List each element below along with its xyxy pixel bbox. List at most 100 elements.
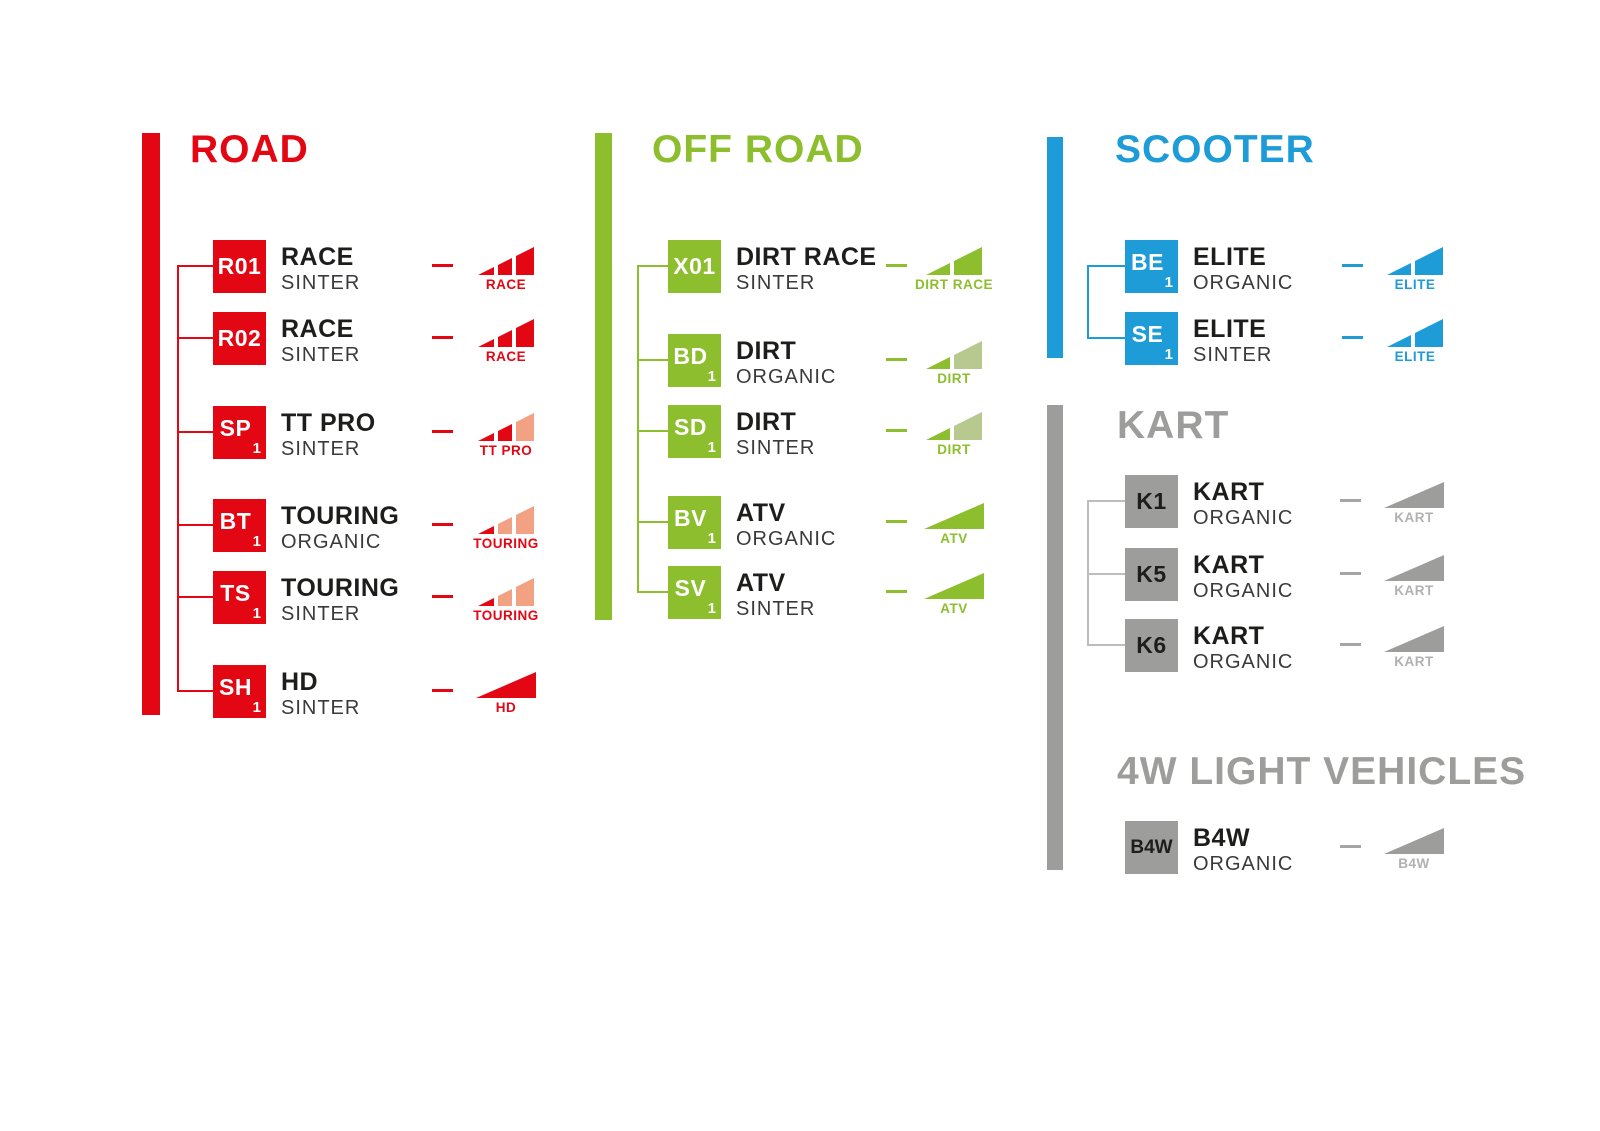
- product-compound: SINTER: [281, 603, 361, 625]
- product-code-subscript: 1: [252, 605, 261, 622]
- product-code: R01: [217, 253, 262, 279]
- performance-bars-icon: [926, 341, 982, 369]
- product-row-k6: K6 KART ORGANIC KART: [0, 619, 1600, 673]
- road-tree-stub: [177, 524, 213, 526]
- connector-dash: [886, 358, 907, 361]
- connector-dash: [886, 590, 907, 593]
- product-title: B4W: [1193, 824, 1251, 852]
- product-code-subscript: 1: [1164, 346, 1173, 363]
- performance-bars-icon: [1387, 319, 1443, 347]
- connector-dash: [432, 523, 453, 526]
- product-title: ELITE: [1193, 243, 1267, 271]
- connector-dash: [432, 336, 453, 339]
- product-code-box: BT 1: [213, 499, 266, 552]
- kart-tree-stub: [1087, 644, 1125, 646]
- performance-bars-icon: [478, 319, 534, 347]
- product-title: KART: [1193, 622, 1265, 650]
- product-compound: ORGANIC: [1193, 853, 1294, 875]
- icon-label: DIRT: [937, 371, 971, 386]
- product-code: TS: [220, 580, 251, 606]
- connector-dash: [1340, 643, 1361, 646]
- product-row-sd1: SD 1 DIRT SINTER DIRT: [0, 405, 1600, 459]
- icon-label: TOURING: [473, 536, 539, 551]
- kart-tree-stub: [1087, 573, 1125, 575]
- product-compound: SINTER: [281, 344, 361, 366]
- product-title: KART: [1193, 478, 1265, 506]
- product-row-b4w: B4W B4W ORGANIC B4W: [0, 821, 1600, 875]
- product-code: B4W: [1130, 836, 1173, 858]
- offroad-tree-stub: [637, 521, 668, 523]
- connector-dash: [432, 264, 453, 267]
- section-title-4w-light-vehicles: 4W LIGHT VEHICLES: [1117, 750, 1527, 793]
- icon-label: ELITE: [1394, 349, 1436, 364]
- road-tree-stub: [177, 596, 213, 598]
- offroad-tree-stub: [637, 430, 668, 432]
- kart-tree-stub: [1087, 500, 1125, 502]
- offroad-tree-stub: [637, 591, 668, 593]
- icon-label: KART: [1394, 654, 1434, 669]
- icon-label: KART: [1394, 510, 1434, 525]
- scooter-category-bar: [1047, 137, 1063, 358]
- product-code: BD: [673, 343, 708, 369]
- performance-bars-icon: [926, 247, 982, 275]
- scooter-tree-line: [1087, 265, 1089, 339]
- product-code: SH: [219, 674, 252, 700]
- product-code: SD: [674, 414, 707, 440]
- product-code-box: R01: [213, 240, 266, 293]
- connector-dash: [1340, 499, 1361, 502]
- connector-dash: [886, 520, 907, 523]
- product-compound: ORGANIC: [736, 528, 837, 550]
- product-code-box: SD 1: [668, 405, 721, 458]
- product-row-k5: K5 KART ORGANIC KART: [0, 548, 1600, 602]
- product-code-subscript: 1: [252, 533, 261, 550]
- connector-dash: [1342, 336, 1363, 339]
- product-row-sp1: SP 1 TT PRO SINTER TT PRO: [0, 406, 1600, 460]
- icon-label: TT PRO: [479, 443, 533, 458]
- product-code-subscript: 1: [252, 440, 261, 457]
- icon-label: RACE: [485, 277, 527, 292]
- product-code-box: K6: [1125, 619, 1178, 672]
- product-title: TOURING: [281, 502, 400, 530]
- product-code: BE: [1131, 249, 1164, 275]
- product-row-ts1: TS 1 TOURING SINTER TOURING: [0, 571, 1600, 625]
- performance-bars-icon: [1387, 247, 1443, 275]
- product-code: BT: [219, 508, 252, 534]
- product-compound: SINTER: [281, 697, 361, 719]
- icon-label: HD: [495, 700, 517, 715]
- product-code-box: SH 1: [213, 665, 266, 718]
- road-tree-stub: [177, 690, 213, 692]
- connector-dash: [886, 264, 907, 267]
- product-code-box: BD 1: [668, 334, 721, 387]
- performance-triangle-icon: [1384, 555, 1444, 581]
- product-code-box: K5: [1125, 548, 1178, 601]
- product-row-k1: K1 KART ORGANIC KART: [0, 475, 1600, 529]
- product-title: DIRT: [736, 408, 797, 436]
- product-compound: SINTER: [281, 438, 361, 460]
- performance-triangle-icon: [924, 503, 984, 529]
- connector-dash: [432, 689, 453, 692]
- product-row-sh1: SH 1 HD SINTER HD: [0, 665, 1600, 719]
- scooter-tree-stub: [1087, 337, 1125, 339]
- connector-dash: [1342, 264, 1363, 267]
- product-title: RACE: [281, 243, 354, 271]
- product-code: SP: [219, 415, 252, 441]
- product-code: K1: [1136, 488, 1167, 514]
- kart-category-bar: [1047, 405, 1063, 870]
- product-title: DIRT: [736, 337, 797, 365]
- performance-triangle-icon: [924, 573, 984, 599]
- performance-bars-icon: [478, 247, 534, 275]
- product-code-box: TS 1: [213, 571, 266, 624]
- product-compound: ORGANIC: [1193, 272, 1294, 294]
- connector-dash: [1340, 845, 1361, 848]
- icon-label: DIRT RACE: [915, 277, 993, 292]
- product-code-subscript: 1: [707, 368, 716, 385]
- product-compound: ORGANIC: [1193, 651, 1294, 673]
- product-code-box: SV 1: [668, 566, 721, 619]
- performance-bars-icon: [926, 412, 982, 440]
- product-code: X01: [673, 253, 716, 279]
- product-title: HD: [281, 668, 319, 696]
- product-title: TT PRO: [281, 409, 376, 437]
- performance-bars-icon: [478, 578, 534, 606]
- product-title: TOURING: [281, 574, 400, 602]
